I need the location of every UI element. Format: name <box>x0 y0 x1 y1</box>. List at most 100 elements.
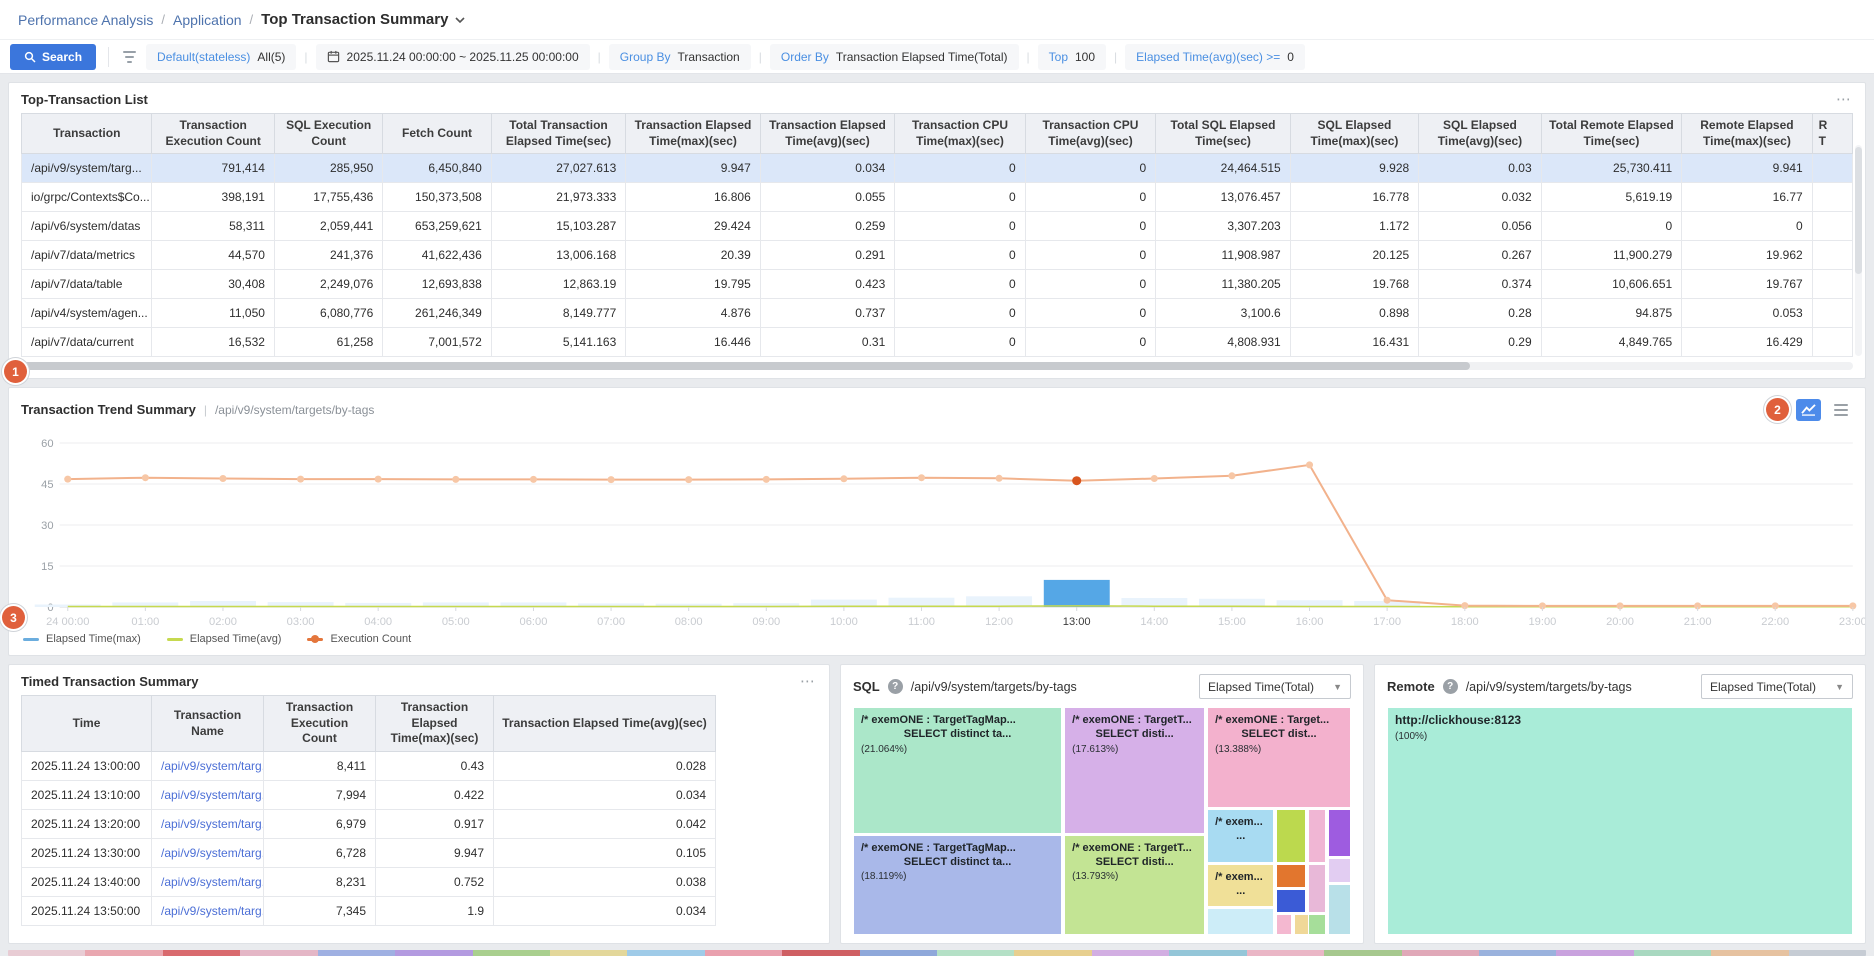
table-row[interactable]: /api/v7/data/current16,53261,2587,001,57… <box>22 328 1853 357</box>
column-header[interactable]: Transaction Execution Count <box>264 696 376 752</box>
top-count-chip[interactable]: Top 100 <box>1038 44 1106 70</box>
tile-label: /* exemONE : TargetT... <box>1072 841 1197 855</box>
treemap-tile[interactable]: /* exemONE : Target...SELECT dist...(13.… <box>1207 707 1351 808</box>
treemap-tile[interactable]: /* exem...... <box>1207 809 1274 863</box>
value-cell: 398,191 <box>152 183 274 212</box>
sql-metric-dropdown[interactable]: Elapsed Time(Total) ▼ <box>1199 674 1351 699</box>
scrollbar-thumb[interactable] <box>1855 147 1862 274</box>
treemap-tile[interactable] <box>1308 809 1326 863</box>
column-header[interactable]: Transaction Elapsed Time(avg)(sec) <box>760 114 895 154</box>
value-cell: 0.042 <box>494 809 716 838</box>
table-row[interactable]: 2025.11.24 13:20:00/api/v9/system/targ..… <box>22 809 716 838</box>
treemap-tile[interactable]: /* exem...... <box>1207 864 1274 907</box>
column-header[interactable]: Total Remote Elapsed Time(sec) <box>1541 114 1682 154</box>
scrollbar-thumb[interactable] <box>23 362 1470 370</box>
column-header[interactable]: Fetch Count <box>383 114 491 154</box>
column-header[interactable]: Transaction Elapsed Time(avg)(sec) <box>494 696 716 752</box>
chevron-down-icon[interactable] <box>454 14 466 26</box>
table-row[interactable]: /api/v9/system/targ...791,414285,9506,45… <box>22 154 1853 183</box>
list-icon <box>1834 404 1848 416</box>
column-header[interactable]: Transaction Name <box>152 696 264 752</box>
column-header[interactable]: Total Transaction Elapsed Time(sec) <box>491 114 626 154</box>
column-header[interactable]: Transaction CPU Time(max)(sec) <box>895 114 1025 154</box>
treemap-tile[interactable] <box>1276 809 1306 863</box>
value-cell: 11,050 <box>152 299 274 328</box>
table-row[interactable]: 2025.11.24 13:30:00/api/v9/system/targ..… <box>22 838 716 867</box>
legend-elapsed-time-avg[interactable]: Elapsed Time(avg) <box>167 633 282 645</box>
vertical-scrollbar[interactable] <box>1855 145 1862 356</box>
date-range-picker[interactable]: 2025.11.24 00:00:00 ~ 2025.11.25 00:00:0… <box>316 44 590 70</box>
group-by-chip[interactable]: Group By Transaction <box>609 44 751 70</box>
guide-badge-1[interactable]: 1 <box>4 360 27 383</box>
table-row[interactable]: /api/v4/system/agen...11,0506,080,776261… <box>22 299 1853 328</box>
column-header[interactable]: Transaction Execution Count <box>152 114 274 154</box>
remote-metric-dropdown[interactable]: Elapsed Time(Total) ▼ <box>1701 674 1853 699</box>
treemap-tile[interactable] <box>1276 889 1306 913</box>
column-header[interactable]: Time <box>22 696 152 752</box>
elapsed-filter-chip[interactable]: Elapsed Time(avg)(sec) >= 0 <box>1125 44 1305 70</box>
value-cell: 0.31 <box>760 328 895 357</box>
column-header[interactable]: SQL Elapsed Time(avg)(sec) <box>1419 114 1541 154</box>
breadcrumb-application[interactable]: Application <box>173 12 242 28</box>
help-icon[interactable]: ? <box>1443 679 1458 694</box>
table-row[interactable]: 2025.11.24 13:10:00/api/v9/system/targ..… <box>22 780 716 809</box>
table-row[interactable]: /api/v7/data/table30,4082,249,07612,693,… <box>22 270 1853 299</box>
treemap-tile[interactable] <box>1308 914 1326 935</box>
transaction-link[interactable]: /api/v9/system/targ... <box>161 904 264 918</box>
treemap-tile[interactable]: /* exemONE : TargetT...SELECT disti...(1… <box>1064 707 1205 834</box>
table-row[interactable]: /api/v6/system/datas58,3112,059,441653,2… <box>22 212 1853 241</box>
treemap-tile[interactable] <box>1328 858 1351 883</box>
table-row[interactable]: 2025.11.24 13:40:00/api/v9/system/targ..… <box>22 867 716 896</box>
sql-panel: SQL ? /api/v9/system/targets/by-tags Ela… <box>840 664 1364 944</box>
breadcrumb-performance-analysis[interactable]: Performance Analysis <box>18 12 153 28</box>
treemap-tile[interactable] <box>1328 884 1351 935</box>
transaction-link[interactable]: /api/v9/system/targ... <box>161 875 264 889</box>
panel-menu-icon[interactable]: ⋯ <box>800 677 817 687</box>
treemap-tile[interactable]: /* exemONE : TargetTagMap...SELECT disti… <box>853 707 1062 834</box>
column-header[interactable]: Transaction CPU Time(avg)(sec) <box>1025 114 1155 154</box>
table-row[interactable]: 2025.11.24 13:50:00/api/v9/system/targ..… <box>22 896 716 925</box>
transaction-link[interactable]: /api/v9/system/targ... <box>161 846 264 860</box>
value-cell: 0 <box>895 299 1025 328</box>
order-by-chip[interactable]: Order By Transaction Elapsed Time(Total) <box>770 44 1019 70</box>
treemap-tile[interactable] <box>1308 864 1326 913</box>
filter-icon[interactable] <box>121 49 138 65</box>
column-header[interactable]: Transaction Elapsed Time(max)(sec) <box>626 114 761 154</box>
guide-badge-2[interactable]: 2 <box>1766 398 1789 421</box>
column-header[interactable]: Transaction <box>22 114 152 154</box>
treemap-tile[interactable]: /* exemONE : TargetT...SELECT disti...(1… <box>1064 835 1205 935</box>
column-header[interactable]: Total SQL Elapsed Time(sec) <box>1156 114 1291 154</box>
svg-text:04:00: 04:00 <box>364 616 392 628</box>
treemap-tile[interactable] <box>1207 908 1274 935</box>
transaction-link[interactable]: /api/v9/system/targ... <box>161 817 264 831</box>
treemap-tile[interactable]: /* exemONE : TargetTagMap...SELECT disti… <box>853 835 1062 935</box>
page-title[interactable]: Top Transaction Summary <box>261 11 448 28</box>
treemap-tile[interactable]: http://clickhouse:8123(100%) <box>1387 707 1853 935</box>
panel-menu-icon[interactable]: ⋯ <box>1836 95 1853 105</box>
table-row[interactable]: 2025.11.24 13:00:00/api/v9/system/targ..… <box>22 751 716 780</box>
horizontal-scrollbar[interactable] <box>21 362 1853 370</box>
treemap-tile[interactable] <box>1328 809 1351 857</box>
table-row[interactable]: io/grpc/Contexts$Co...398,19117,755,4361… <box>22 183 1853 212</box>
transaction-link[interactable]: /api/v9/system/targ... <box>161 788 264 802</box>
trend-chart[interactable]: 01530456024 00:0001:0002:0003:0004:0005:… <box>9 423 1865 631</box>
treemap-tile[interactable] <box>1276 914 1292 935</box>
guide-badge-3[interactable]: 3 <box>2 606 25 629</box>
search-button[interactable]: Search <box>10 44 96 70</box>
column-header[interactable]: Transaction Elapsed Time(max)(sec) <box>376 696 494 752</box>
table-row[interactable]: /api/v7/data/metrics44,570241,37641,622,… <box>22 241 1853 270</box>
column-header[interactable]: Remote Elapsed Time(max)(sec) <box>1682 114 1812 154</box>
agent-filter-chip[interactable]: Default(stateless) All(5) <box>146 44 296 70</box>
chart-view-button[interactable] <box>1796 399 1821 421</box>
treemap-tile[interactable] <box>1276 864 1306 889</box>
svg-text:02:00: 02:00 <box>209 616 237 628</box>
column-header[interactable]: SQL Elapsed Time(max)(sec) <box>1290 114 1418 154</box>
legend-execution-count[interactable]: Execution Count <box>307 633 411 645</box>
help-icon[interactable]: ? <box>888 679 903 694</box>
value-cell <box>1812 299 1852 328</box>
svg-text:23:00: 23:00 <box>1839 616 1865 628</box>
legend-elapsed-time-max[interactable]: Elapsed Time(max) <box>23 633 141 645</box>
transaction-link[interactable]: /api/v9/system/targ... <box>161 759 264 773</box>
column-header[interactable]: SQL Execution Count <box>274 114 382 154</box>
list-view-button[interactable] <box>1828 399 1853 421</box>
